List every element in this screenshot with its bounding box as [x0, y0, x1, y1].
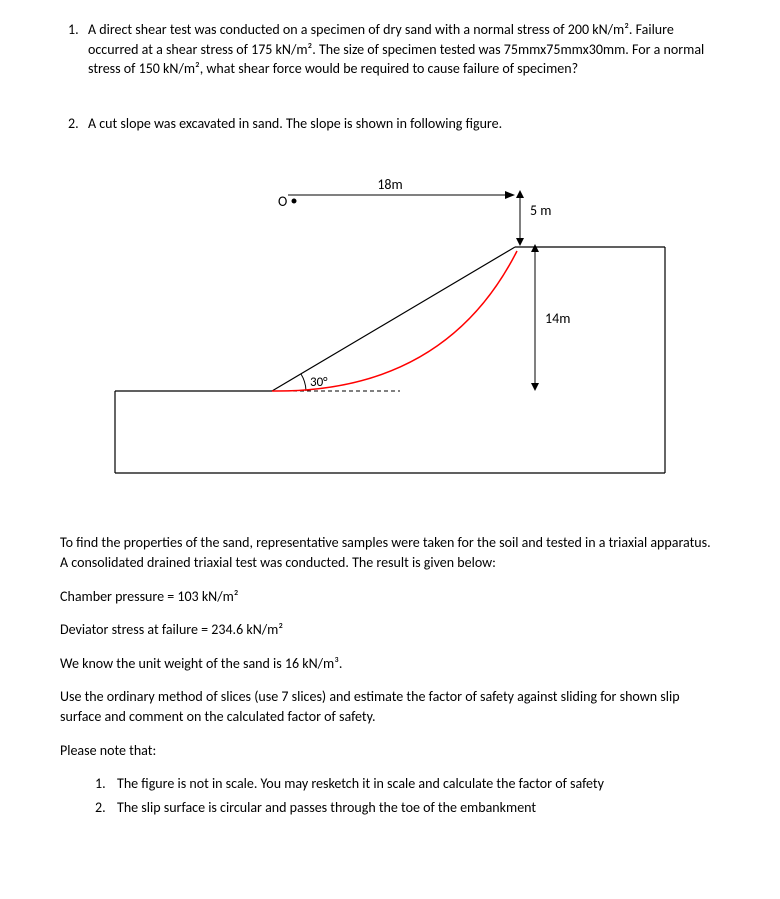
- arrow-up-14m: [531, 244, 539, 252]
- label-18m: 18m: [377, 176, 402, 193]
- note-item: 1. The figure is not in scale. You may r…: [95, 774, 720, 794]
- arrow-right: [505, 191, 515, 199]
- question-text: A direct shear test was conducted on a s…: [88, 20, 720, 79]
- note-text: The figure is not in scale. You may resk…: [117, 774, 604, 794]
- question-item: 1. A direct shear test was conducted on …: [60, 20, 720, 79]
- paragraph-instructions: Use the ordinary method of slices (use 7…: [60, 687, 720, 726]
- note-item: 2. The slip surface is circular and pass…: [95, 798, 720, 818]
- question-number: 2.: [60, 114, 88, 134]
- slip-surface: [272, 251, 517, 391]
- paragraph-intro: To find the properties of the sand, repr…: [60, 533, 720, 572]
- question-text: A cut slope was excavated in sand. The s…: [88, 114, 720, 134]
- question-2: 2. A cut slope was excavated in sand. Th…: [60, 114, 720, 134]
- note-number: 1.: [95, 774, 117, 794]
- paragraph-note-heading: Please note that:: [60, 741, 720, 761]
- arrow-down-14m: [531, 383, 539, 391]
- notes-list: 1. The figure is not in scale. You may r…: [60, 774, 720, 817]
- label-14m: 14m: [545, 310, 570, 327]
- point-o: [292, 199, 297, 204]
- arrow-up-5m: [516, 190, 524, 198]
- paragraph-unitweight: We know the unit weight of the sand is 1…: [60, 654, 720, 674]
- arrow-down-5m: [516, 238, 524, 246]
- label-o: O: [278, 193, 287, 210]
- note-number: 2.: [95, 798, 117, 818]
- angle-arc: [301, 374, 306, 391]
- question-item: 2. A cut slope was excavated in sand. Th…: [60, 114, 720, 134]
- question-1: 1. A direct shear test was conducted on …: [60, 20, 720, 79]
- paragraph-deviator: Deviator stress at failure = 234.6 kN/m²: [60, 620, 720, 640]
- label-5m: 5 m: [530, 202, 551, 219]
- slope-svg: 18m O 5 m 14m 30°: [110, 173, 670, 483]
- note-text: The slip surface is circular and passes …: [117, 798, 536, 818]
- question-number: 1.: [60, 20, 88, 79]
- paragraph-chamber: Chamber pressure = 103 kN/m²: [60, 587, 720, 607]
- slope-diagram: 18m O 5 m 14m 30°: [60, 173, 720, 483]
